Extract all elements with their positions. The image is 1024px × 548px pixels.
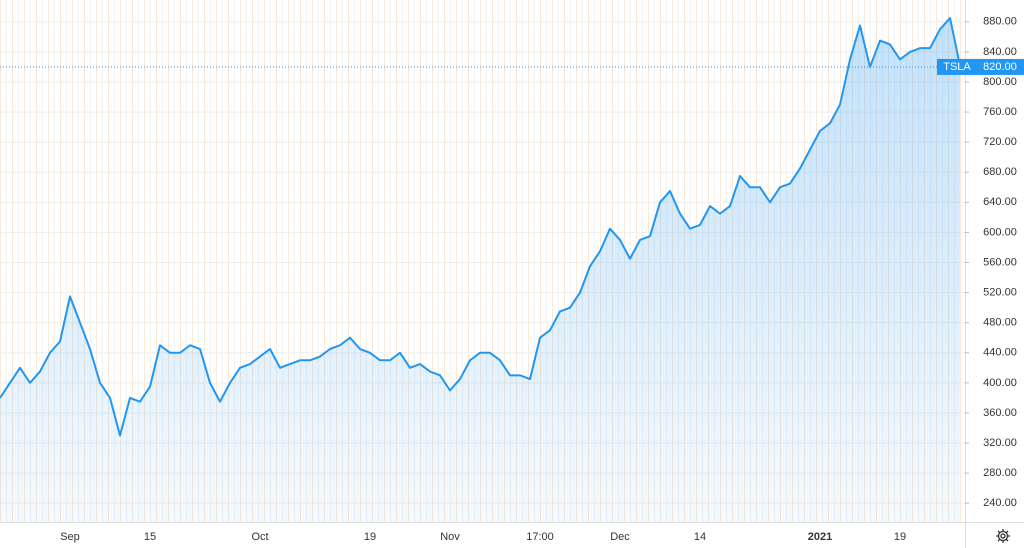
y-tick-label: 680.00 [983, 166, 1017, 178]
y-tick-label: 760.00 [983, 106, 1017, 118]
y-tick-label: 320.00 [983, 437, 1017, 449]
symbol-tag [937, 58, 977, 75]
symbol-label: TSLA [943, 61, 971, 73]
price-line [0, 17, 961, 437]
settings-icon[interactable] [996, 529, 1010, 543]
y-tick-label: 360.00 [983, 407, 1017, 419]
x-tick-label: 2021 [808, 531, 832, 543]
x-tick-label: 14 [694, 531, 706, 543]
y-tick-label: 640.00 [983, 196, 1017, 208]
y-tick-label: 520.00 [983, 286, 1017, 298]
x-tick-label: 19 [364, 531, 376, 543]
y-tick-label: 280.00 [983, 467, 1017, 479]
last-price-tag [977, 58, 1024, 75]
y-tick-label: 440.00 [983, 347, 1017, 359]
x-tick-label: Sep [60, 531, 80, 543]
x-tick-label: Dec [610, 531, 630, 543]
y-tick-label: 800.00 [983, 76, 1017, 88]
y-tick-label: 600.00 [983, 226, 1017, 238]
x-tick-label: 15 [144, 531, 156, 543]
x-tick-label: Oct [251, 531, 268, 543]
y-tick-label: 480.00 [983, 317, 1017, 329]
last-price-label: 820.00 [983, 61, 1017, 73]
y-tick-label: 880.00 [983, 16, 1017, 28]
area [0, 18, 960, 522]
y-tick-label: 240.00 [983, 497, 1017, 509]
y-tick-label: 560.00 [983, 256, 1017, 268]
x-tick-label: Nov [440, 531, 460, 543]
y-tick-label: 720.00 [983, 136, 1017, 148]
x-tick-label: 17:00 [526, 531, 554, 543]
y-tick-label: 400.00 [983, 377, 1017, 389]
x-tick-label: 19 [894, 531, 906, 543]
y-tick-label: 840.00 [983, 46, 1017, 58]
